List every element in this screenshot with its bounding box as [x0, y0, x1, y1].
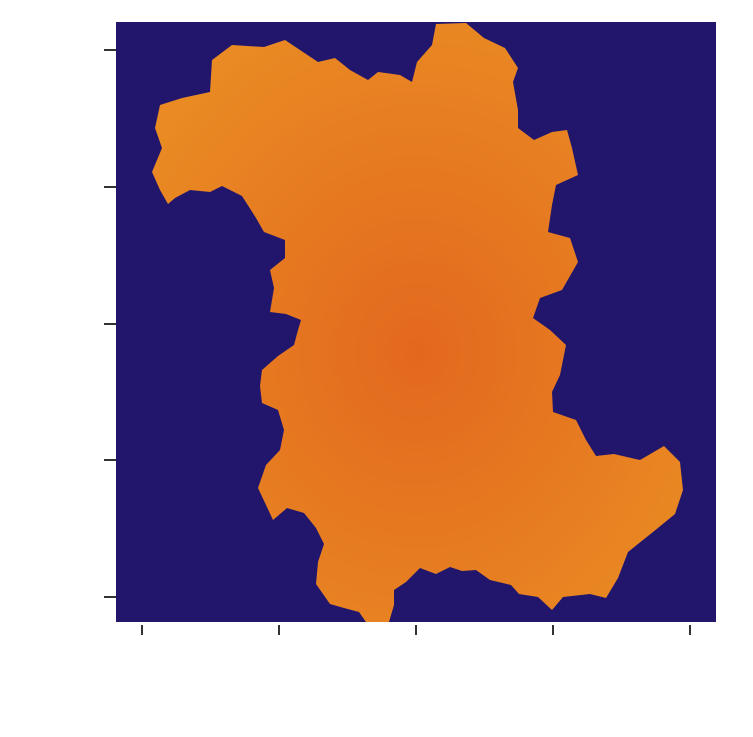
y-axis [104, 49, 116, 598]
x-axis [141, 625, 691, 635]
plot-area [116, 22, 716, 622]
fractal-region [152, 23, 683, 622]
